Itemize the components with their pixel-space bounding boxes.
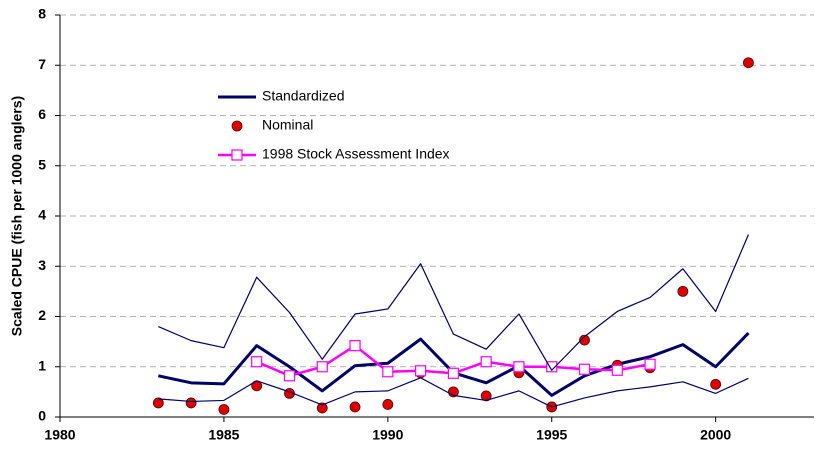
point	[546, 361, 558, 373]
x-tick-label: 1985	[208, 427, 239, 443]
y-tick-label: 2	[38, 307, 46, 323]
point	[251, 356, 263, 368]
point	[382, 399, 394, 410]
point	[579, 334, 590, 346]
point	[415, 365, 427, 377]
point	[218, 404, 230, 415]
legend-label: Standardized	[262, 88, 345, 104]
point	[185, 397, 197, 409]
y-tick-label: 6	[38, 106, 46, 122]
point	[283, 370, 296, 382]
y-tick-label: 1	[38, 357, 46, 373]
x-tick-label: 2000	[700, 427, 731, 443]
point	[316, 402, 328, 414]
point	[447, 367, 459, 379]
legend-marker	[231, 149, 243, 161]
legend-marker	[231, 120, 243, 132]
point	[743, 57, 754, 69]
y-tick-label: 5	[38, 156, 46, 172]
point	[349, 340, 361, 352]
x-tick-label: 1990	[372, 427, 403, 443]
y-tick-label: 4	[38, 207, 46, 223]
point	[677, 285, 689, 297]
point	[611, 364, 623, 376]
legend-label: Nominal	[262, 117, 313, 133]
point	[710, 378, 722, 390]
point	[513, 361, 525, 373]
legend-label: 1998 Stock Assessment Index	[262, 146, 450, 162]
point	[578, 363, 591, 375]
x-tick-label: 1980	[44, 427, 75, 443]
y-tick-label: 8	[38, 6, 46, 22]
point	[349, 401, 361, 413]
point	[644, 358, 656, 370]
point	[152, 397, 164, 409]
y-tick-label: 0	[38, 408, 46, 424]
series-line	[158, 377, 749, 408]
x-tick-label: 1995	[536, 427, 567, 443]
y-tick-label: 3	[38, 257, 46, 273]
point	[382, 366, 394, 378]
series-line	[158, 234, 749, 371]
point	[480, 356, 492, 368]
y-tick-label: 7	[38, 56, 46, 72]
y-axis-label: Scaled CPUE (fish per 1000 anglers)	[9, 96, 25, 336]
point	[316, 361, 328, 373]
